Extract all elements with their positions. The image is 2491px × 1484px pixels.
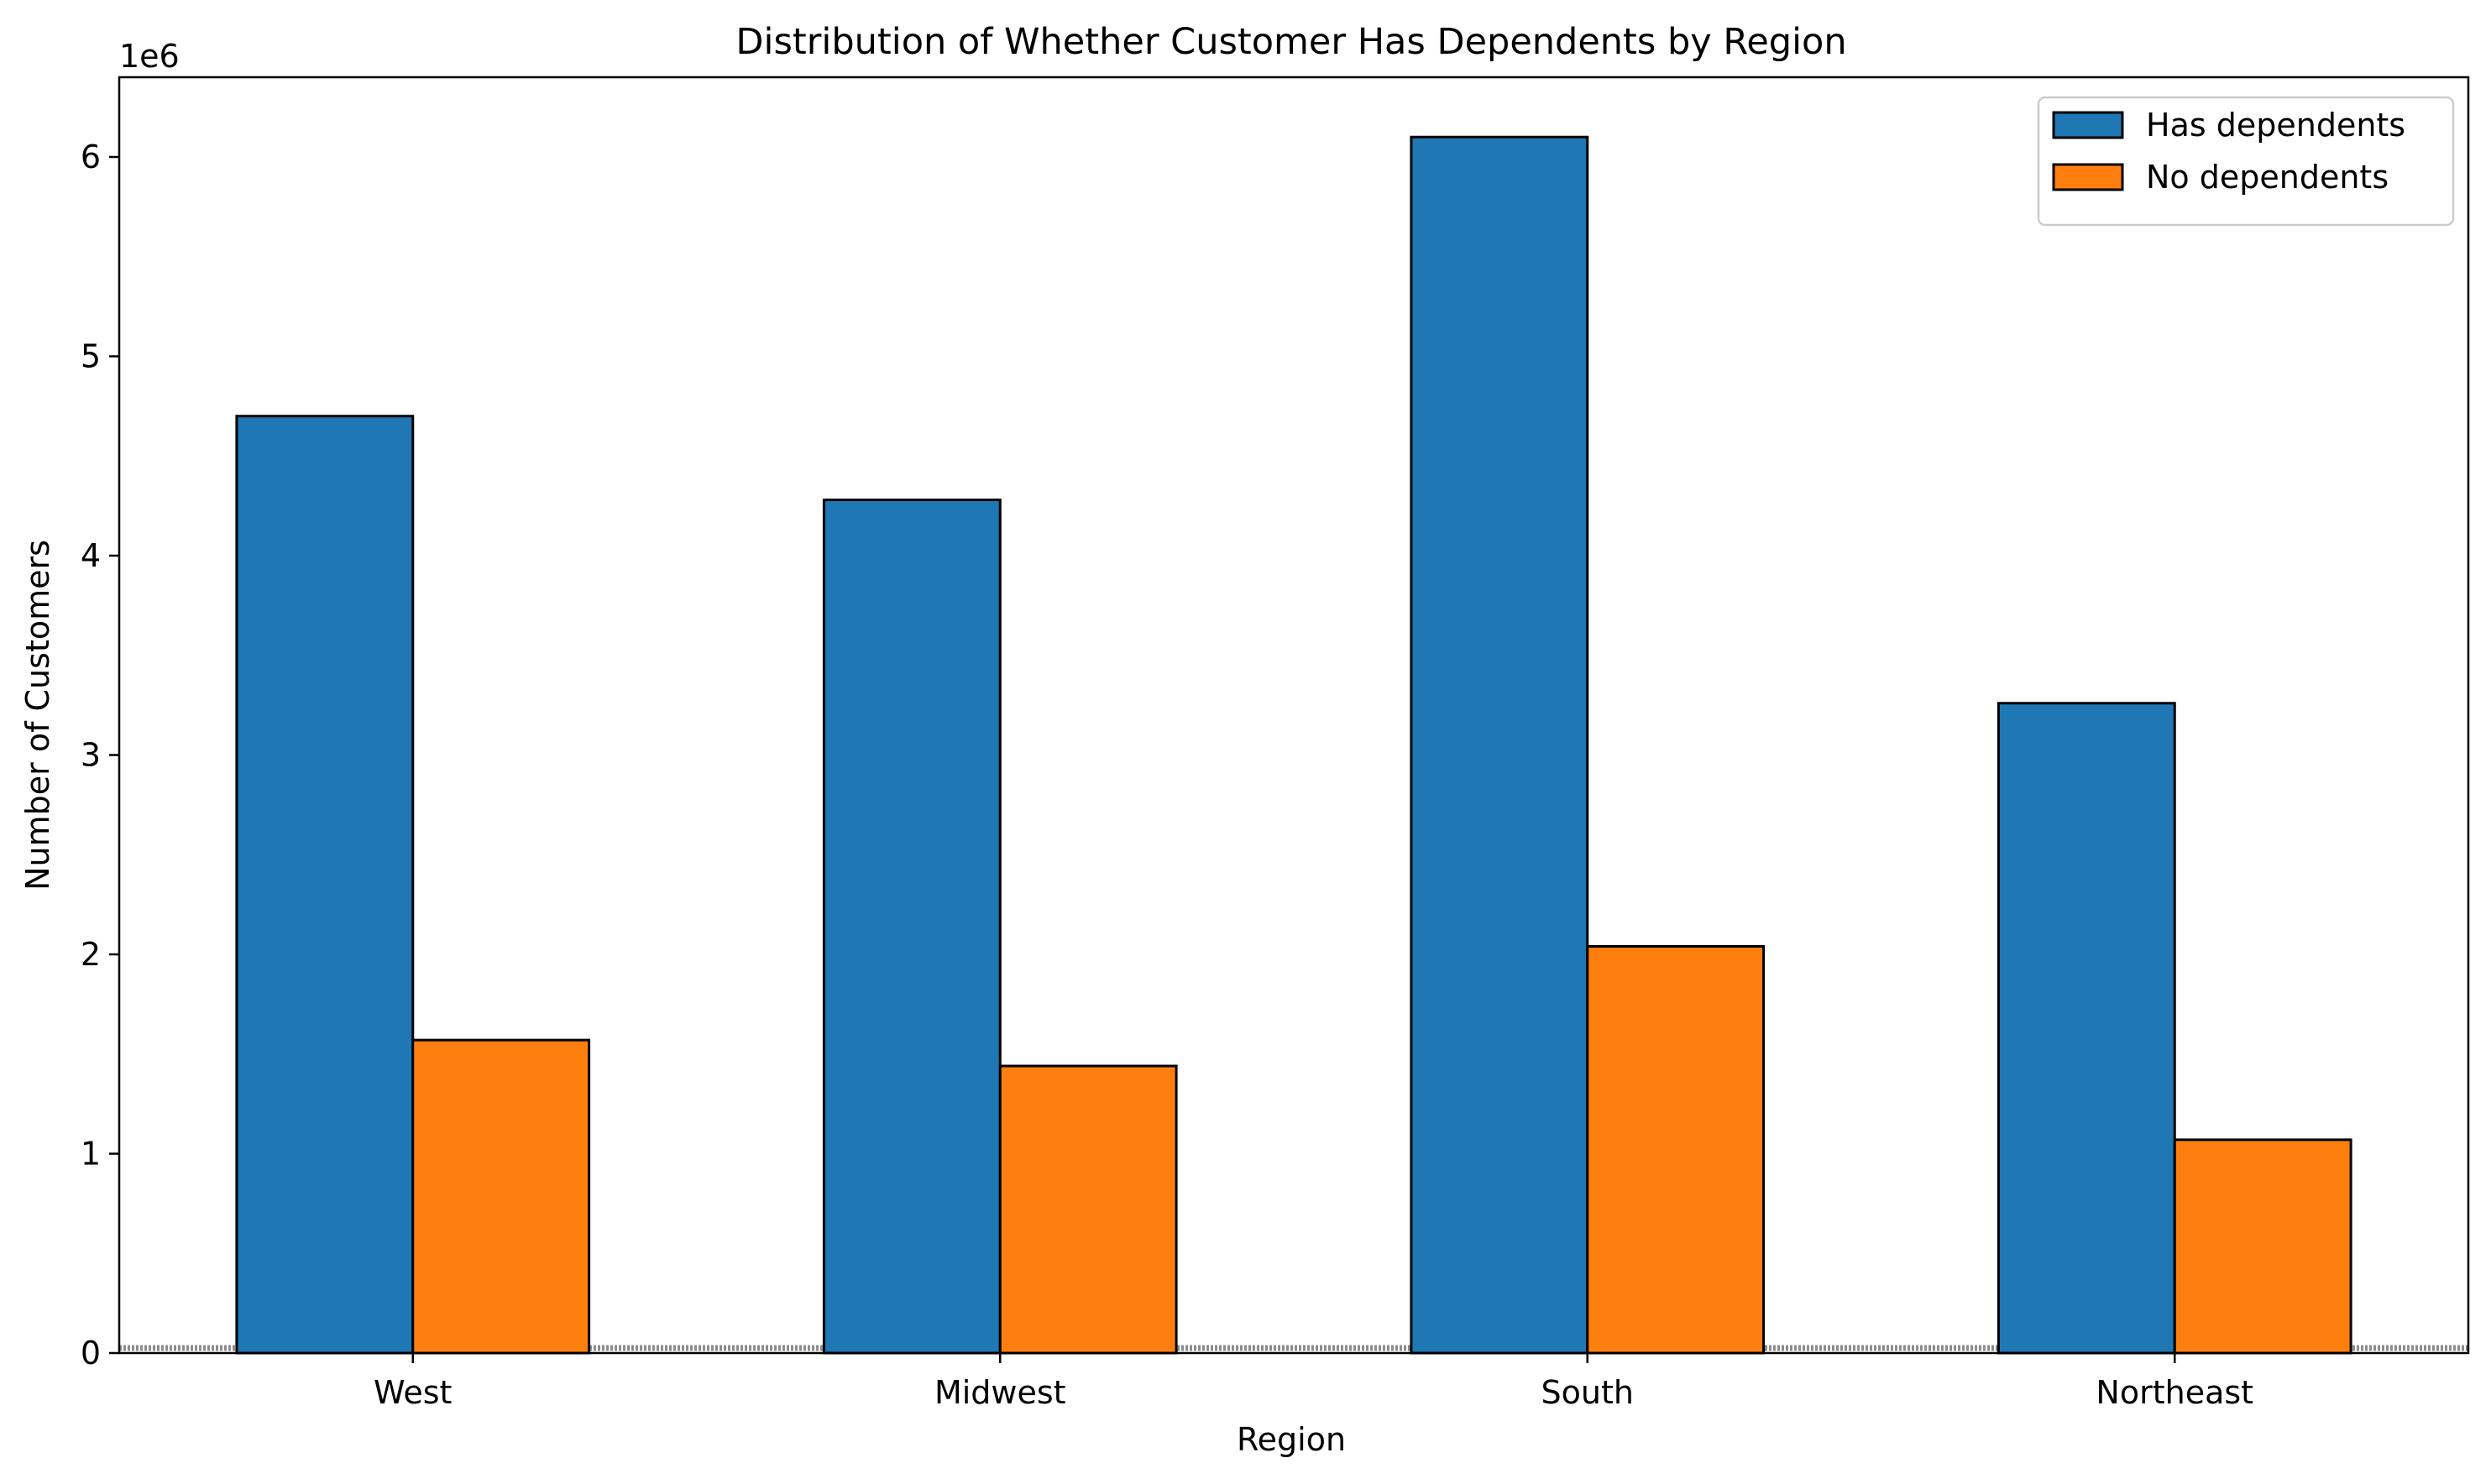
y-tick-label: 6: [81, 138, 101, 175]
bar-south-no-dependents: [1586, 945, 1766, 1355]
x-tick-label-south: South: [1541, 1374, 1634, 1411]
bar-midwest-has-dependents: [822, 499, 1002, 1355]
bar-northeast-no-dependents: [2173, 1138, 2352, 1355]
chart-title: Distribution of Whether Customer Has Dep…: [735, 21, 1846, 63]
y-tick-label: 0: [81, 1335, 101, 1372]
legend-label: No dependents: [2146, 159, 2389, 196]
legend: Has dependents No dependents: [2037, 96, 2455, 227]
y-tick-label: 3: [81, 737, 101, 774]
bar-south-has-dependents: [1410, 135, 1589, 1355]
x-tick-label-northeast: Northeast: [2096, 1374, 2253, 1411]
bar-midwest-no-dependents: [998, 1064, 1178, 1355]
y-axis-ticks: 0 1 2 3 4 5 6: [81, 138, 119, 1372]
bars-group: [235, 135, 2352, 1355]
legend-frame: [2037, 96, 2455, 227]
legend-label: Has dependents: [2146, 107, 2405, 144]
bar-northeast-has-dependents: [1996, 702, 2176, 1355]
plot-area-frame: [118, 76, 2470, 1355]
legend-swatch: [2052, 163, 2124, 191]
x-tick-label-west: West: [374, 1374, 452, 1411]
bar-west-no-dependents: [411, 1038, 591, 1355]
y-tick-label: 4: [81, 537, 101, 574]
bar-west-has-dependents: [235, 415, 415, 1355]
y-axis-offset-label: 1e6: [119, 38, 180, 75]
x-tick-label-midwest: Midwest: [934, 1374, 1066, 1411]
y-tick-label: 2: [81, 936, 101, 973]
y-tick-label: 1: [81, 1136, 101, 1173]
y-tick-label: 5: [81, 338, 101, 375]
x-axis-label: Region: [1237, 1421, 1346, 1458]
legend-swatch: [2052, 111, 2124, 139]
x-axis-ticks: West Midwest South Northeast: [374, 1353, 2253, 1411]
y-axis-label: Number of Customers: [19, 540, 56, 891]
